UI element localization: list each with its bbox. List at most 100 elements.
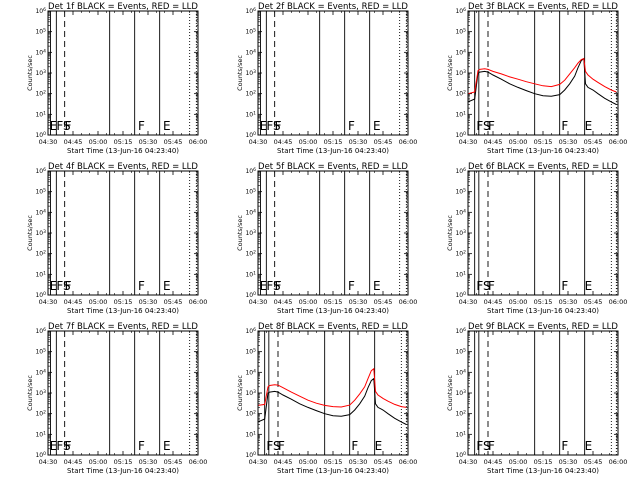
- x-tick-label: 05:15: [534, 138, 553, 146]
- y-tick-label: 103: [35, 229, 46, 238]
- y-tick-label: 102: [455, 409, 466, 418]
- y-tick-label: 105: [35, 347, 46, 356]
- y-tick-label: 101: [245, 270, 256, 279]
- y-tick-label: 106: [455, 7, 466, 16]
- y-tick-label: 104: [35, 48, 46, 57]
- x-axis-label: Start Time (13-Jun-16 04:23:40): [67, 467, 179, 475]
- x-tick-label: 04:45: [64, 298, 83, 306]
- state-marker: E: [260, 119, 268, 133]
- state-marker: F: [275, 279, 282, 293]
- x-tick-label: 04:30: [459, 458, 478, 466]
- y-tick-label: 106: [35, 327, 46, 336]
- x-tick-label: 04:45: [484, 138, 503, 146]
- detector-panel-3: Det 3f BLACK = Events, RED = LLD 100 101 10…: [446, 2, 627, 155]
- x-tick-label: 05:30: [349, 298, 368, 306]
- y-tick-label: 104: [35, 368, 46, 377]
- x-tick-label: 04:30: [39, 298, 58, 306]
- x-tick-label: 05:15: [324, 458, 343, 466]
- y-tick-label: 103: [245, 229, 256, 238]
- state-marker: F: [65, 439, 72, 453]
- y-tick-label: 105: [455, 27, 466, 36]
- panel-title: Det 1f BLACK = Events, RED = LLD: [48, 2, 198, 12]
- x-tick-label: 05:30: [139, 458, 158, 466]
- state-marker: F: [488, 279, 495, 293]
- detector-panel-2: Det 2f BLACK = Events, RED = LLD 100 101 10…: [236, 2, 417, 155]
- y-axis-label: Counts/sec: [446, 375, 454, 411]
- y-axis-label: Counts/sec: [236, 215, 244, 251]
- x-tick-label: 04:45: [274, 298, 293, 306]
- panel-title: Det 6f BLACK = Events, RED = LLD: [468, 162, 618, 172]
- y-tick-label: 103: [455, 229, 466, 238]
- state-marker: F: [561, 439, 568, 453]
- y-axis-label: Counts/sec: [236, 375, 244, 411]
- x-tick-label: 05:30: [349, 138, 368, 146]
- x-tick-label: 05:15: [114, 298, 133, 306]
- y-tick-label: 104: [245, 368, 256, 377]
- x-tick-label: 05:45: [374, 298, 393, 306]
- y-tick-label: 103: [455, 389, 466, 398]
- y-tick-label: 100: [245, 291, 256, 300]
- y-tick-label: 106: [35, 7, 46, 16]
- x-tick-label: 04:30: [249, 458, 268, 466]
- state-marker: F: [278, 439, 285, 453]
- x-axis-label: Start Time (13-Jun-16 04:23:40): [487, 307, 599, 315]
- x-axis-label: Start Time (13-Jun-16 04:23:40): [67, 307, 179, 315]
- y-tick-label: 105: [245, 187, 256, 196]
- y-tick-label: 100: [35, 131, 46, 140]
- plot-frame: [47, 170, 199, 296]
- y-tick-label: 101: [35, 430, 46, 439]
- y-tick-label: 103: [455, 69, 466, 78]
- plot-frame: [467, 330, 619, 456]
- state-marker: F: [488, 119, 495, 133]
- y-tick-label: 104: [455, 48, 466, 57]
- x-axis-label: Start Time (13-Jun-16 04:23:40): [277, 467, 389, 475]
- state-marker: E: [163, 279, 171, 293]
- state-marker: FS: [56, 119, 70, 133]
- x-axis-label: Start Time (13-Jun-16 04:23:40): [487, 467, 599, 475]
- x-tick-label: 06:00: [609, 458, 628, 466]
- y-tick-label: 103: [35, 69, 46, 78]
- state-marker: E: [260, 279, 268, 293]
- state-marker: E: [163, 439, 171, 453]
- state-marker: E: [50, 439, 58, 453]
- x-tick-label: 05:15: [114, 458, 133, 466]
- x-tick-label: 05:00: [299, 298, 318, 306]
- state-marker: E: [373, 119, 381, 133]
- detector-panel-5: Det 5f BLACK = Events, RED = LLD 100 101 10…: [236, 162, 417, 315]
- panel-title: Det 8f BLACK = Events, RED = LLD: [258, 322, 408, 332]
- y-tick-label: 100: [245, 451, 256, 460]
- x-tick-label: 04:45: [274, 458, 293, 466]
- y-tick-label: 106: [35, 167, 46, 176]
- state-marker: FS: [266, 439, 280, 453]
- y-tick-label: 100: [455, 451, 466, 460]
- state-marker: F: [275, 119, 282, 133]
- y-tick-label: 103: [245, 69, 256, 78]
- x-tick-label: 06:00: [189, 458, 208, 466]
- y-axis-label: Counts/sec: [26, 215, 34, 251]
- state-marker: FS: [266, 279, 280, 293]
- y-tick-label: 101: [35, 270, 46, 279]
- x-tick-label: 04:45: [484, 298, 503, 306]
- y-tick-label: 102: [245, 89, 256, 98]
- y-tick-label: 102: [245, 409, 256, 418]
- y-tick-label: 105: [245, 27, 256, 36]
- panel-title: Det 2f BLACK = Events, RED = LLD: [258, 2, 408, 12]
- y-tick-label: 106: [245, 7, 256, 16]
- x-tick-label: 06:00: [399, 458, 418, 466]
- x-tick-label: 05:15: [324, 138, 343, 146]
- y-tick-label: 101: [455, 430, 466, 439]
- x-tick-label: 05:15: [534, 458, 553, 466]
- state-marker: FS: [476, 439, 490, 453]
- plot-frame: [47, 330, 199, 456]
- x-tick-label: 05:30: [559, 138, 578, 146]
- x-tick-label: 06:00: [189, 138, 208, 146]
- state-marker: F: [351, 439, 358, 453]
- detector-panel-6: Det 6f BLACK = Events, RED = LLD 100 101 10…: [446, 162, 627, 315]
- y-tick-label: 101: [455, 110, 466, 119]
- detector-panel-7: Det 7f BLACK = Events, RED = LLD 100 101 10…: [26, 322, 207, 475]
- state-marker: E: [585, 439, 593, 453]
- state-marker: F: [348, 119, 355, 133]
- state-marker: E: [163, 119, 171, 133]
- x-tick-label: 05:00: [299, 138, 318, 146]
